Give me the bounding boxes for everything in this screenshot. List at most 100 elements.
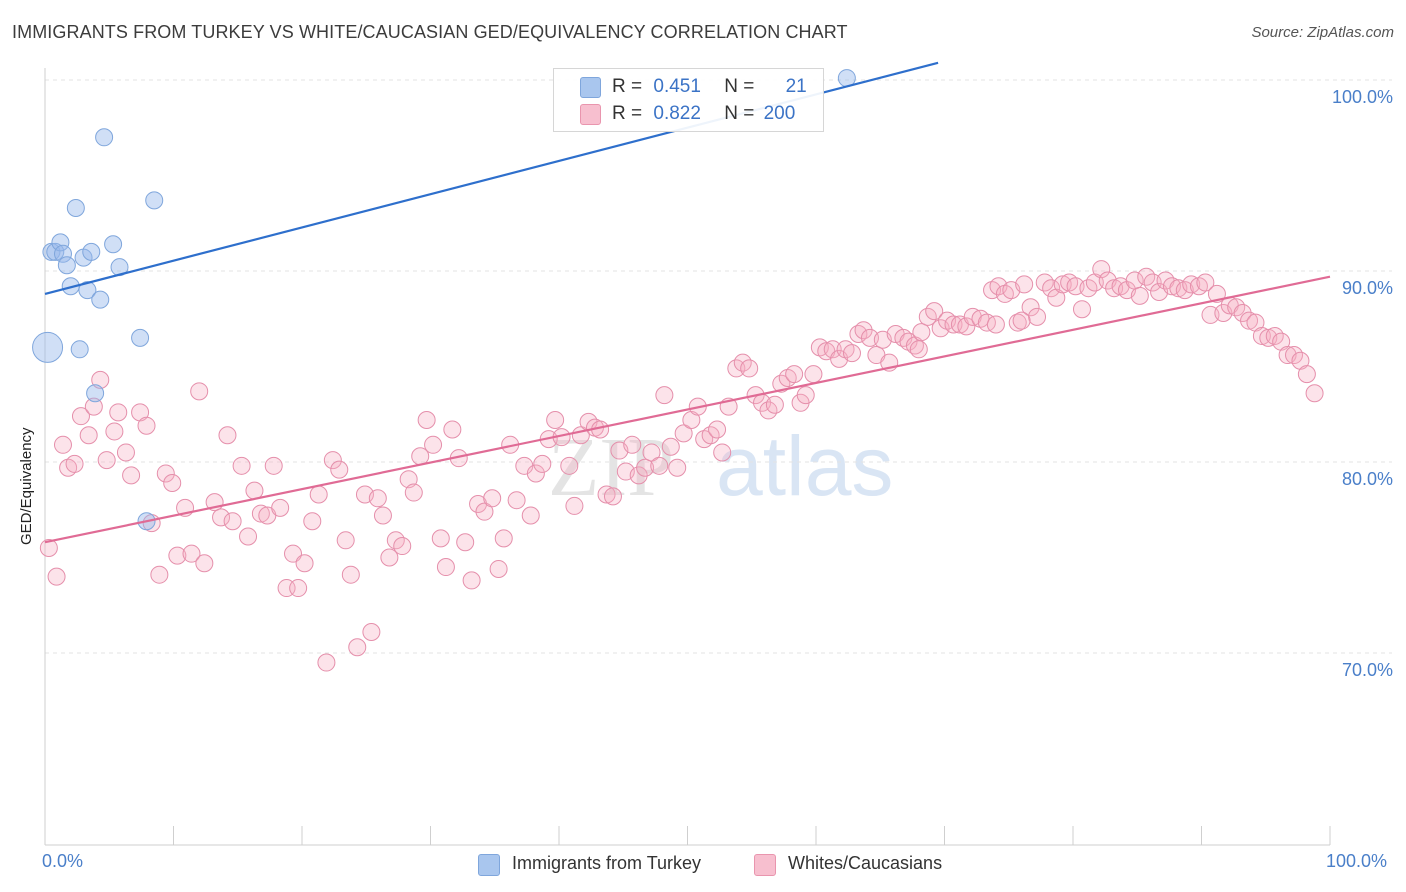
white-caucasian-point <box>483 489 502 508</box>
white-caucasian-point <box>182 544 201 563</box>
white-caucasian-point <box>424 435 443 454</box>
white-caucasian-point <box>323 451 342 470</box>
white-caucasian-point <box>603 487 622 506</box>
white-caucasian-point <box>84 397 103 416</box>
white-caucasian-point <box>796 386 815 405</box>
white-caucasian-point <box>53 435 72 454</box>
white-caucasian-point <box>1297 365 1316 384</box>
white-caucasian-point <box>489 559 508 578</box>
white-caucasian-point <box>122 466 141 485</box>
white-caucasian-point <box>380 548 399 567</box>
bottom-legend-label: Whites/Caucasians <box>788 853 943 873</box>
white-caucasian-point <box>1240 311 1259 330</box>
turkey-point <box>42 242 61 261</box>
white-caucasian-point <box>271 498 290 517</box>
white-caucasian-point <box>740 359 759 378</box>
white-caucasian-point <box>986 315 1005 334</box>
white-caucasian-point <box>507 491 526 510</box>
white-caucasian-point <box>239 527 258 546</box>
chart-title: IMMIGRANTS FROM TURKEY VS WHITE/CAUCASIA… <box>12 22 848 42</box>
white-caucasian-point <box>341 565 360 584</box>
white-caucasian-point <box>475 502 494 521</box>
white-caucasian-point <box>1252 326 1271 345</box>
white-caucasian-point <box>284 544 303 563</box>
turkey-point <box>53 244 72 263</box>
white-caucasian-point <box>190 382 209 401</box>
white-caucasian-point <box>1305 384 1324 403</box>
white-caucasian-point <box>79 426 98 445</box>
white-caucasian-point <box>560 456 579 475</box>
turkey-point <box>46 242 65 261</box>
legend-r-label: R = <box>612 76 643 97</box>
white-caucasian-point <box>39 538 58 557</box>
white-caucasian-point <box>674 424 693 443</box>
white-caucasian-point <box>661 437 680 456</box>
white-caucasian-point <box>303 512 322 531</box>
legend-r-label: R = <box>612 103 643 124</box>
white-caucasian-point <box>909 340 928 359</box>
white-caucasian-point <box>404 483 423 502</box>
white-caucasian-point <box>168 546 187 565</box>
white-caucasian-point <box>533 454 552 473</box>
white-caucasian-point <box>1196 273 1215 292</box>
white-caucasian-point <box>436 558 455 577</box>
turkey-point <box>104 235 123 254</box>
white-caucasian-point <box>1092 260 1111 279</box>
legend-n-value: 200 <box>763 103 796 124</box>
white-caucasian-point <box>1182 275 1201 294</box>
white-caucasian-point <box>842 344 861 363</box>
white-caucasian-point <box>443 420 462 439</box>
white-caucasian-point <box>494 529 513 548</box>
white-caucasian-point <box>417 410 436 429</box>
white-caucasian-point <box>713 443 732 462</box>
white-caucasian-point <box>650 456 669 475</box>
white-caucasian-point <box>1012 311 1031 330</box>
white-caucasian-point <box>1015 275 1034 294</box>
white-caucasian-point <box>317 653 336 672</box>
white-caucasian-point <box>565 496 584 515</box>
white-caucasian-point <box>546 410 565 429</box>
white-caucasian-point <box>655 386 674 405</box>
white-caucasian-point <box>47 567 66 586</box>
white-caucasian-point <box>137 416 156 435</box>
y-tick-label: 70.0% <box>1341 660 1393 680</box>
white-caucasian-point <box>116 443 135 462</box>
white-caucasian-point <box>264 456 283 475</box>
turkey-point <box>70 340 89 359</box>
legend-r-value: 0.822 <box>653 103 701 124</box>
white-caucasian-point <box>97 451 116 470</box>
white-caucasian-point <box>251 504 270 523</box>
white-caucasian-point <box>399 470 418 489</box>
white-caucasian-point <box>156 464 175 483</box>
gridlines <box>45 79 1392 654</box>
white-caucasian-point <box>642 443 661 462</box>
white-trend-line <box>44 275 1331 544</box>
white-caucasian-point <box>521 506 540 525</box>
white-caucasian-point <box>105 422 124 441</box>
turkey-point <box>95 128 114 147</box>
legend-n-label: N = <box>724 103 755 124</box>
white-caucasian-point <box>804 365 823 384</box>
legend-swatch-white <box>580 104 601 125</box>
turkey-point <box>86 384 105 403</box>
white-caucasian-point <box>462 571 481 590</box>
white-caucasian-point <box>109 403 128 422</box>
white-caucasian-point <box>1233 304 1252 323</box>
legend-swatch-turkey <box>580 77 601 98</box>
white-caucasian-point <box>362 622 381 641</box>
white-caucasian-point <box>91 370 110 389</box>
white-caucasian-point <box>212 508 231 527</box>
white-caucasian-point <box>348 638 367 657</box>
bottom-legend-swatch <box>478 854 500 876</box>
y-tick-label: 80.0% <box>1341 469 1393 489</box>
watermark-zip: ZIP <box>548 421 674 514</box>
white-caucasian-points <box>39 260 1324 672</box>
legend-n-label: N = <box>724 76 755 97</box>
white-caucasian-point <box>295 554 314 573</box>
source-label: Source: ZipAtlas.com <box>1251 24 1394 41</box>
white-caucasian-point <box>195 554 214 573</box>
white-caucasian-point <box>785 365 804 384</box>
white-caucasian-point <box>289 579 308 598</box>
legend-r-value: 0.451 <box>653 76 701 97</box>
white-caucasian-point <box>336 531 355 550</box>
